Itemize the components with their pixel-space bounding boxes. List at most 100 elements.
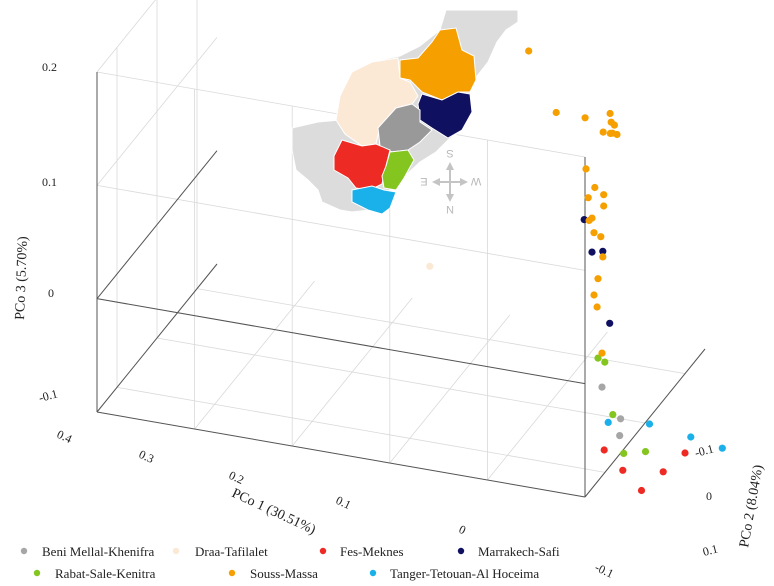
legend-marker — [33, 569, 41, 577]
x-tick-label: -0.1 — [593, 560, 616, 581]
chart-grid — [96, 0, 706, 498]
data-point-beni-mellal-khenifra — [616, 432, 624, 440]
data-point-souss-massa — [600, 191, 608, 199]
region-inset-map: S E W N — [291, 9, 519, 215]
data-point-fes-meknes — [659, 468, 667, 476]
legend-item-tanger-tetouan-al-hoceima: Tanger-Tetouan-Al Hoceima — [369, 566, 539, 581]
data-point-souss-massa — [597, 233, 605, 241]
data-point-souss-massa — [582, 165, 590, 173]
z-tick-label: 0.1 — [42, 175, 57, 189]
compass-label-e: E — [420, 175, 427, 187]
x-tick-label: 0 — [457, 522, 468, 537]
data-point-souss-massa — [599, 253, 607, 261]
legend-label: Draa-Tafilalet — [195, 544, 268, 559]
data-point-souss-massa — [608, 129, 617, 137]
data-point-souss-massa — [610, 121, 619, 129]
axis-frame-line — [584, 348, 706, 498]
legend-marker — [319, 547, 327, 555]
y-tick-label: 0.1 — [701, 541, 719, 558]
legend-label: Tanger-Tetouan-Al Hoceima — [390, 566, 539, 581]
data-point-souss-massa — [594, 275, 602, 283]
legend-label: Beni Mellal-Khenifra — [42, 544, 154, 559]
x-tick-label: 0.2 — [227, 468, 247, 487]
x-axis-ticks: 0.4 0.3 0.2 0.1 0 -0.1 — [55, 427, 616, 581]
legend-marker — [172, 547, 180, 555]
z-tick-label: -0.1 — [37, 386, 59, 404]
data-point-souss-massa — [590, 229, 598, 237]
axis-frame-line — [96, 263, 218, 413]
y-tick-label: 0 — [706, 489, 712, 503]
legend-item-rabat-sale-kenitra: Rabat-Sale-Kenitra — [33, 566, 156, 581]
data-point-tanger-tetouan-al-hoceima — [687, 433, 695, 441]
legend: Beni Mellal-Khenifra Draa-Tafilalet Fes-… — [20, 544, 560, 581]
compass-label-w: W — [470, 175, 481, 187]
data-point-souss-massa — [593, 303, 601, 311]
compass-rose — [432, 162, 468, 202]
data-point-marrakech-safi — [588, 248, 596, 256]
axis-frame-line — [96, 298, 586, 385]
data-points — [426, 47, 726, 495]
grid-line — [196, 288, 686, 375]
data-point-souss-massa — [606, 109, 614, 118]
legend-label: Marrakech-Safi — [478, 544, 560, 559]
map-region-beni-mellal-khenifra — [377, 103, 433, 153]
data-point-fes-meknes — [619, 466, 627, 474]
z-tick-label: 0 — [48, 286, 54, 300]
legend-label: Rabat-Sale-Kenitra — [55, 566, 156, 581]
data-point-rabat-sale-kenitra — [620, 449, 628, 457]
map-region-rabat-sale-kenitra — [381, 149, 415, 191]
grid-line — [96, 184, 586, 271]
data-point-fes-meknes — [600, 446, 608, 454]
axis-frame-line — [96, 150, 218, 299]
x-axis-title: PCo 1 (30.51%) — [229, 486, 318, 538]
data-point-fes-meknes — [681, 449, 689, 457]
y-axis-ticks: -0.1 0 0.1 — [693, 441, 719, 558]
legend-label: Souss-Massa — [250, 566, 318, 581]
legend-label: Fes-Meknes — [340, 544, 404, 559]
z-axis-ticks: 0.2 0.1 0 -0.1 — [37, 60, 59, 405]
data-point-rabat-sale-kenitra — [601, 358, 609, 366]
data-point-rabat-sale-kenitra — [641, 448, 650, 456]
data-point-tanger-tetouan-al-hoceima — [718, 444, 726, 452]
data-point-souss-massa — [581, 114, 589, 122]
legend-item-souss-massa: Souss-Massa — [228, 566, 318, 581]
data-point-souss-massa — [590, 291, 598, 299]
data-point-souss-massa — [598, 349, 606, 357]
data-point-souss-massa — [600, 202, 608, 210]
compass-label-n: N — [446, 203, 454, 215]
x-tick-label: 0.4 — [55, 427, 75, 446]
data-point-souss-massa — [591, 183, 599, 192]
data-point-souss-massa — [584, 194, 592, 202]
x-tick-label: 0.3 — [137, 447, 157, 466]
data-point-beni-mellal-khenifra — [617, 415, 625, 423]
data-point-souss-massa — [588, 214, 596, 222]
data-point-tanger-tetouan-al-hoceima — [645, 420, 654, 428]
data-point-beni-mellal-khenifra — [598, 383, 606, 391]
compass-label-s: S — [446, 147, 453, 159]
legend-marker — [228, 569, 236, 577]
legend-item-fes-meknes: Fes-Meknes — [319, 544, 404, 559]
data-point-marrakech-safi — [606, 319, 614, 327]
data-point-souss-massa — [599, 128, 607, 136]
data-point-souss-massa — [552, 108, 560, 117]
grid-line — [116, 386, 606, 473]
legend-item-beni-mellal-khenifra: Beni Mellal-Khenifra — [20, 544, 154, 559]
data-point-fes-meknes — [637, 486, 646, 495]
data-point-draa-tafilalet — [426, 262, 434, 270]
data-point-rabat-sale-kenitra — [609, 411, 617, 419]
x-tick-label: 0.1 — [334, 493, 354, 512]
legend-item-marrakech-safi: Marrakech-Safi — [457, 544, 560, 559]
data-point-tanger-tetouan-al-hoceima — [604, 418, 612, 426]
legend-marker — [457, 547, 465, 555]
z-tick-label: 0.2 — [42, 60, 57, 74]
y-axis-title: PCo 2 (8.04%) — [737, 463, 766, 548]
legend-marker — [369, 569, 377, 577]
map-region-tanger-tetouan-al-hoceima — [351, 185, 397, 215]
y-tick-label: -0.1 — [693, 441, 715, 459]
data-point-souss-massa — [525, 47, 533, 55]
data-point-marrakech-safi — [599, 247, 607, 255]
grid-line — [156, 337, 646, 424]
z-axis-title: PCo 3 (5.70%) — [13, 236, 31, 320]
legend-item-draa-tafilalet: Draa-Tafilalet — [172, 544, 268, 559]
